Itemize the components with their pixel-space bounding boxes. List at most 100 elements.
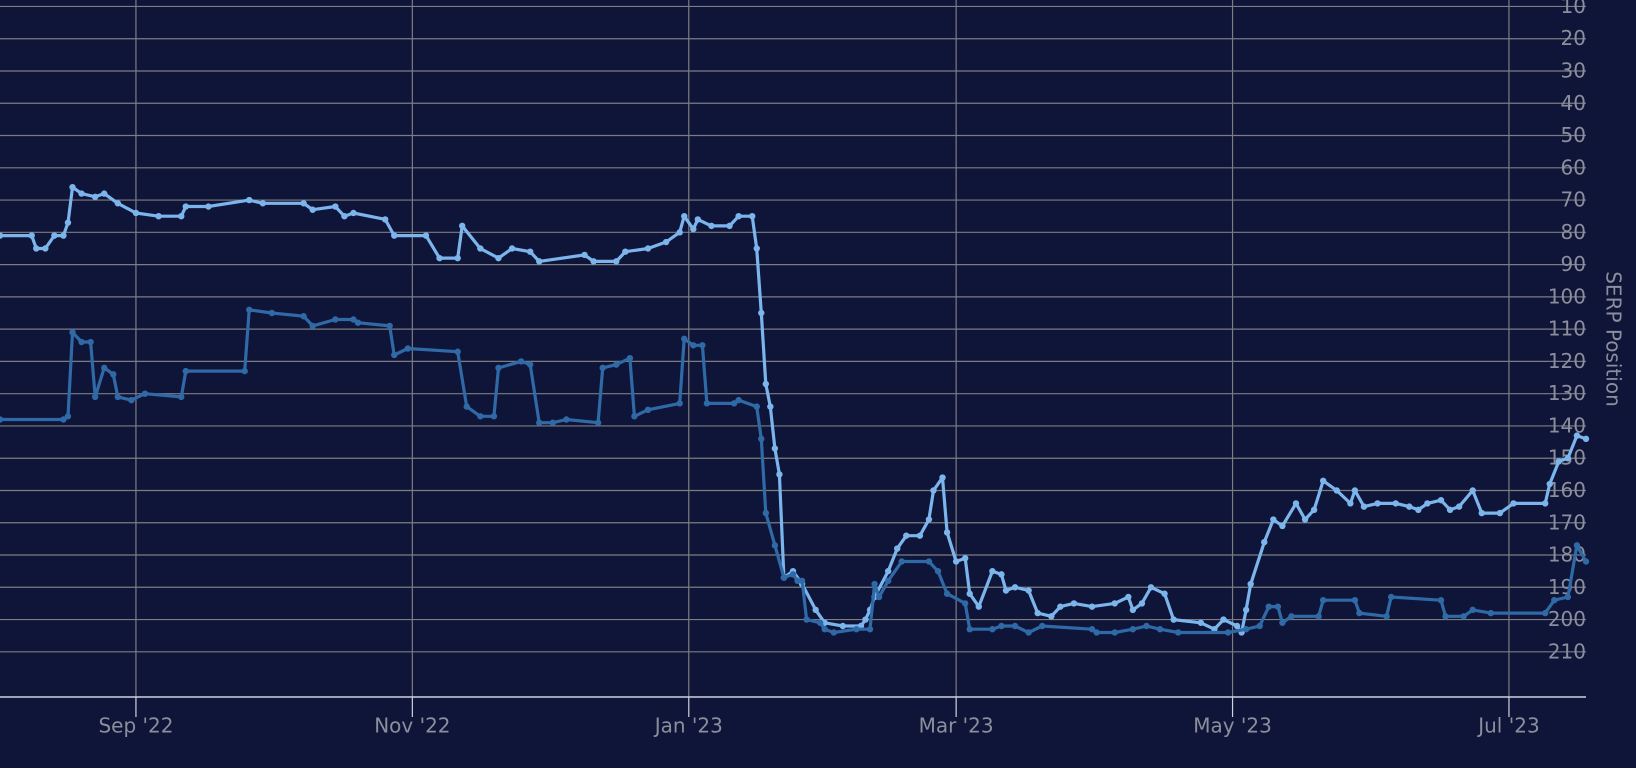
data-point [1564, 593, 1572, 601]
data-point [776, 471, 783, 478]
data-point [110, 371, 117, 378]
data-point [780, 574, 788, 581]
data-point [459, 222, 466, 230]
data-point [699, 342, 706, 349]
data-point [1174, 629, 1182, 636]
data-point [309, 322, 316, 330]
data-point [1424, 500, 1431, 507]
data-point [803, 616, 810, 623]
y-tick-label: 100 [1548, 284, 1586, 308]
data-point [821, 626, 828, 633]
data-point [1070, 600, 1078, 607]
data-point [762, 380, 770, 388]
data-point [309, 206, 316, 213]
data-point [1261, 538, 1268, 546]
x-tick-label: Nov '22 [374, 714, 450, 738]
data-point [477, 413, 484, 420]
y-tick-label: 210 [1548, 639, 1586, 663]
data-point [517, 358, 525, 365]
data-point [1143, 622, 1150, 630]
data-point [132, 209, 140, 217]
data-point [1319, 596, 1327, 604]
data-point [898, 558, 905, 565]
data-point [60, 232, 67, 239]
y-tick-label: 50 [1561, 123, 1586, 147]
data-point [762, 509, 770, 517]
data-point [268, 309, 276, 317]
y-tick-label: 130 [1548, 381, 1586, 405]
data-point [730, 400, 738, 407]
data-point [78, 338, 85, 346]
data-point [101, 190, 108, 197]
data-point [961, 600, 969, 607]
data-point [694, 216, 702, 223]
data-point [871, 580, 878, 588]
y-tick-label: 110 [1548, 317, 1586, 341]
data-point [0, 416, 4, 423]
data-point [989, 567, 996, 575]
data-point [989, 626, 996, 633]
data-point [78, 190, 85, 197]
y-axis-title: SERP Position [1602, 271, 1626, 407]
data-point [246, 196, 253, 204]
data-point [1406, 503, 1413, 510]
data-point [1220, 616, 1227, 623]
data-point [386, 322, 393, 330]
data-point [42, 245, 49, 252]
data-point [631, 413, 638, 420]
data-point [749, 212, 756, 220]
data-point [1315, 613, 1322, 620]
x-tick-label: May '23 [1193, 714, 1272, 738]
data-point [830, 629, 837, 636]
data-point [391, 351, 398, 359]
data-point [350, 209, 357, 217]
data-point [1088, 603, 1096, 610]
data-point [69, 329, 76, 336]
data-point [64, 219, 72, 226]
data-point [1170, 616, 1177, 623]
data-point [1242, 626, 1250, 633]
data-point [966, 626, 973, 633]
data-point [753, 245, 760, 252]
data-point [241, 367, 248, 375]
data-point [536, 258, 543, 265]
data-point [391, 232, 398, 239]
data-point [1347, 500, 1354, 507]
data-point [182, 367, 189, 375]
data-point [1446, 506, 1454, 514]
data-point [590, 258, 597, 265]
data-point [1197, 619, 1205, 626]
data-point [930, 487, 937, 494]
data-point [681, 335, 688, 343]
data-point [875, 593, 883, 601]
data-point [1555, 458, 1563, 465]
data-point [1496, 509, 1504, 517]
data-point [1111, 629, 1118, 636]
data-point [1270, 516, 1277, 523]
data-point [703, 400, 711, 407]
x-tick-label: Sep '22 [98, 714, 173, 738]
data-point [1437, 596, 1445, 604]
data-point [114, 200, 122, 207]
data-point [1487, 609, 1495, 617]
data-point [51, 232, 58, 239]
data-point [536, 419, 543, 426]
data-point [681, 212, 688, 220]
data-point [726, 222, 733, 230]
data-point [69, 183, 76, 191]
data-point [1161, 590, 1168, 597]
data-point [626, 354, 634, 362]
data-point [508, 245, 516, 252]
data-point [1573, 432, 1581, 439]
data-point [1211, 626, 1218, 633]
data-point [87, 338, 94, 346]
data-point [676, 229, 683, 236]
data-point [454, 348, 461, 355]
data-point [866, 626, 874, 633]
y-tick-label: 90 [1561, 252, 1586, 276]
y-tick-label: 20 [1561, 26, 1586, 50]
data-point [1093, 629, 1100, 636]
data-point [943, 529, 951, 536]
